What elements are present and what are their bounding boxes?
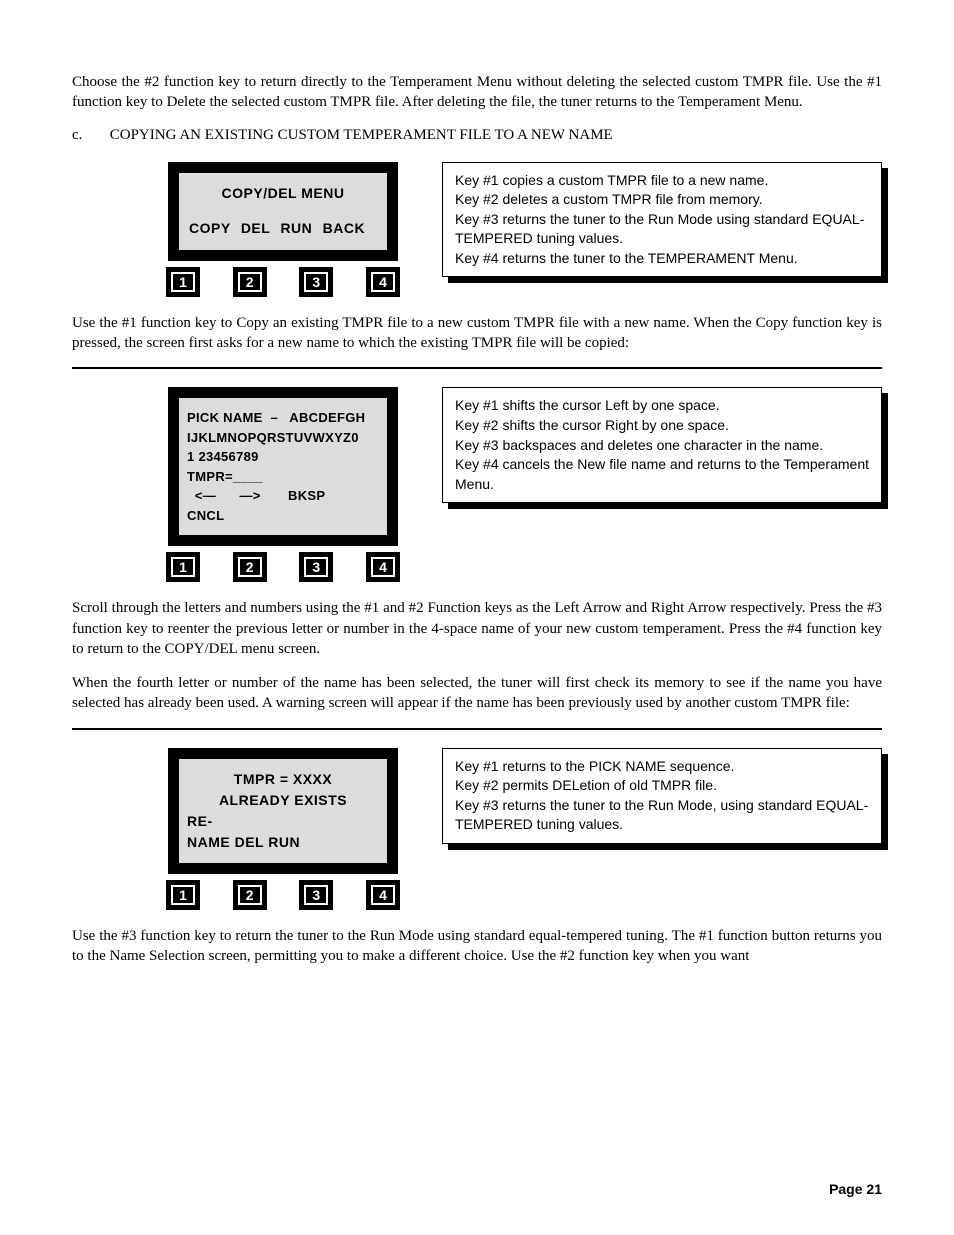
lcd-panel-pickname: PICK NAME – ABCDEFGH IJKLMNOPQRSTUVWXYZ0… bbox=[168, 387, 398, 580]
paragraph-intro: Choose the #2 function key to return dir… bbox=[72, 72, 882, 113]
section-label: c. bbox=[72, 127, 106, 144]
desc-line: Key #3 returns the tuner to the Run Mode… bbox=[455, 796, 869, 835]
desc-box-1: Key #1 copies a custom TMPR file to a ne… bbox=[442, 162, 882, 278]
page-number: Page 21 bbox=[829, 1181, 882, 1197]
key-4[interactable]: 4 bbox=[368, 554, 398, 580]
key-1[interactable]: 1 bbox=[168, 882, 198, 908]
lcd-frame: TMPR = XXXX ALREADY EXISTS RE- NAME DEL … bbox=[168, 748, 398, 874]
desc-line: Key #1 returns to the PICK NAME sequence… bbox=[455, 757, 869, 777]
desc-line: Key #2 shifts the cursor Right by one sp… bbox=[455, 416, 869, 436]
lcd-frame: PICK NAME – ABCDEFGH IJKLMNOPQRSTUVWXYZ0… bbox=[168, 387, 398, 546]
figure-row-pickname: PICK NAME – ABCDEFGH IJKLMNOPQRSTUVWXYZ0… bbox=[72, 387, 882, 580]
key-2[interactable]: 2 bbox=[235, 882, 265, 908]
key-4[interactable]: 4 bbox=[368, 269, 398, 295]
page: Choose the #2 function key to return dir… bbox=[0, 0, 954, 1235]
paragraph-5: Use the #3 function key to return the tu… bbox=[72, 926, 882, 967]
key-3[interactable]: 3 bbox=[301, 554, 331, 580]
desc-shadow: Key #1 shifts the cursor Left by one spa… bbox=[442, 387, 882, 503]
key-row: 1 2 3 4 bbox=[168, 882, 398, 908]
key-1[interactable]: 1 bbox=[168, 554, 198, 580]
lcd-line: CNCL bbox=[187, 506, 379, 526]
key-4[interactable]: 4 bbox=[368, 882, 398, 908]
desc-line: Key #1 shifts the cursor Left by one spa… bbox=[455, 396, 869, 416]
desc-col-2: Key #1 shifts the cursor Left by one spa… bbox=[442, 387, 882, 503]
desc-line: Key #1 copies a custom TMPR file to a ne… bbox=[455, 171, 869, 191]
key-row: 1 2 3 4 bbox=[168, 554, 398, 580]
divider-2 bbox=[72, 728, 882, 730]
desc-line: Key #3 returns the tuner to the Run Mode… bbox=[455, 210, 869, 249]
lcd-line: RE- bbox=[187, 811, 379, 832]
desc-col-1: Key #1 copies a custom TMPR file to a ne… bbox=[442, 162, 882, 278]
desc-line: Key #4 cancels the New file name and ret… bbox=[455, 455, 869, 494]
lcd-panel-copydel: COPY/DEL MENU COPY DEL RUN BACK 1 2 3 4 bbox=[168, 162, 398, 295]
divider-1 bbox=[72, 367, 882, 369]
lcd-line: <— —> BKSP bbox=[187, 486, 379, 506]
lcd-screen: COPY/DEL MENU COPY DEL RUN BACK bbox=[176, 170, 390, 253]
key-2[interactable]: 2 bbox=[235, 269, 265, 295]
paragraph-3: Scroll through the letters and numbers u… bbox=[72, 598, 882, 659]
lcd-line: IJKLMNOPQRSTUVWXYZ0 bbox=[187, 428, 379, 448]
figure-row-exists: TMPR = XXXX ALREADY EXISTS RE- NAME DEL … bbox=[72, 748, 882, 908]
lcd-line: PICK NAME – ABCDEFGH bbox=[187, 408, 379, 428]
key-row: 1 2 3 4 bbox=[168, 269, 398, 295]
key-3[interactable]: 3 bbox=[301, 269, 331, 295]
lcd-options: COPY DEL RUN BACK bbox=[187, 218, 379, 240]
desc-line: Key #4 returns the tuner to the TEMPERAM… bbox=[455, 249, 869, 269]
lcd-screen: PICK NAME – ABCDEFGH IJKLMNOPQRSTUVWXYZ0… bbox=[176, 395, 390, 538]
lcd-line: TMPR = XXXX bbox=[187, 769, 379, 790]
key-1[interactable]: 1 bbox=[168, 269, 198, 295]
desc-box-3: Key #1 returns to the PICK NAME sequence… bbox=[442, 748, 882, 844]
paragraph-4: When the fourth letter or number of the … bbox=[72, 673, 882, 714]
figure-row-copydel: COPY/DEL MENU COPY DEL RUN BACK 1 2 3 4 … bbox=[72, 162, 882, 295]
desc-col-3: Key #1 returns to the PICK NAME sequence… bbox=[442, 748, 882, 844]
lcd-frame: COPY/DEL MENU COPY DEL RUN BACK bbox=[168, 162, 398, 261]
desc-line: Key #3 backspaces and deletes one charac… bbox=[455, 436, 869, 456]
lcd-panel-exists: TMPR = XXXX ALREADY EXISTS RE- NAME DEL … bbox=[168, 748, 398, 908]
lcd-line: 1 23456789 bbox=[187, 447, 379, 467]
lcd-line: ALREADY EXISTS bbox=[187, 790, 379, 811]
desc-box-2: Key #1 shifts the cursor Left by one spa… bbox=[442, 387, 882, 503]
lcd-screen: TMPR = XXXX ALREADY EXISTS RE- NAME DEL … bbox=[176, 756, 390, 866]
paragraph-2: Use the #1 function key to Copy an exist… bbox=[72, 313, 882, 354]
desc-line: Key #2 deletes a custom TMPR file from m… bbox=[455, 190, 869, 210]
desc-shadow: Key #1 copies a custom TMPR file to a ne… bbox=[442, 162, 882, 278]
section-heading-c: c. COPYING AN EXISTING CUSTOM TEMPERAMEN… bbox=[72, 127, 882, 144]
desc-line: Key #2 permits DELetion of old TMPR file… bbox=[455, 776, 869, 796]
lcd-line: TMPR=____ bbox=[187, 467, 379, 487]
key-2[interactable]: 2 bbox=[235, 554, 265, 580]
section-title: COPYING AN EXISTING CUSTOM TEMPERAMENT F… bbox=[110, 127, 613, 143]
lcd-title: COPY/DEL MENU bbox=[187, 183, 379, 205]
desc-shadow: Key #1 returns to the PICK NAME sequence… bbox=[442, 748, 882, 844]
lcd-line: NAME DEL RUN bbox=[187, 832, 379, 853]
key-3[interactable]: 3 bbox=[301, 882, 331, 908]
